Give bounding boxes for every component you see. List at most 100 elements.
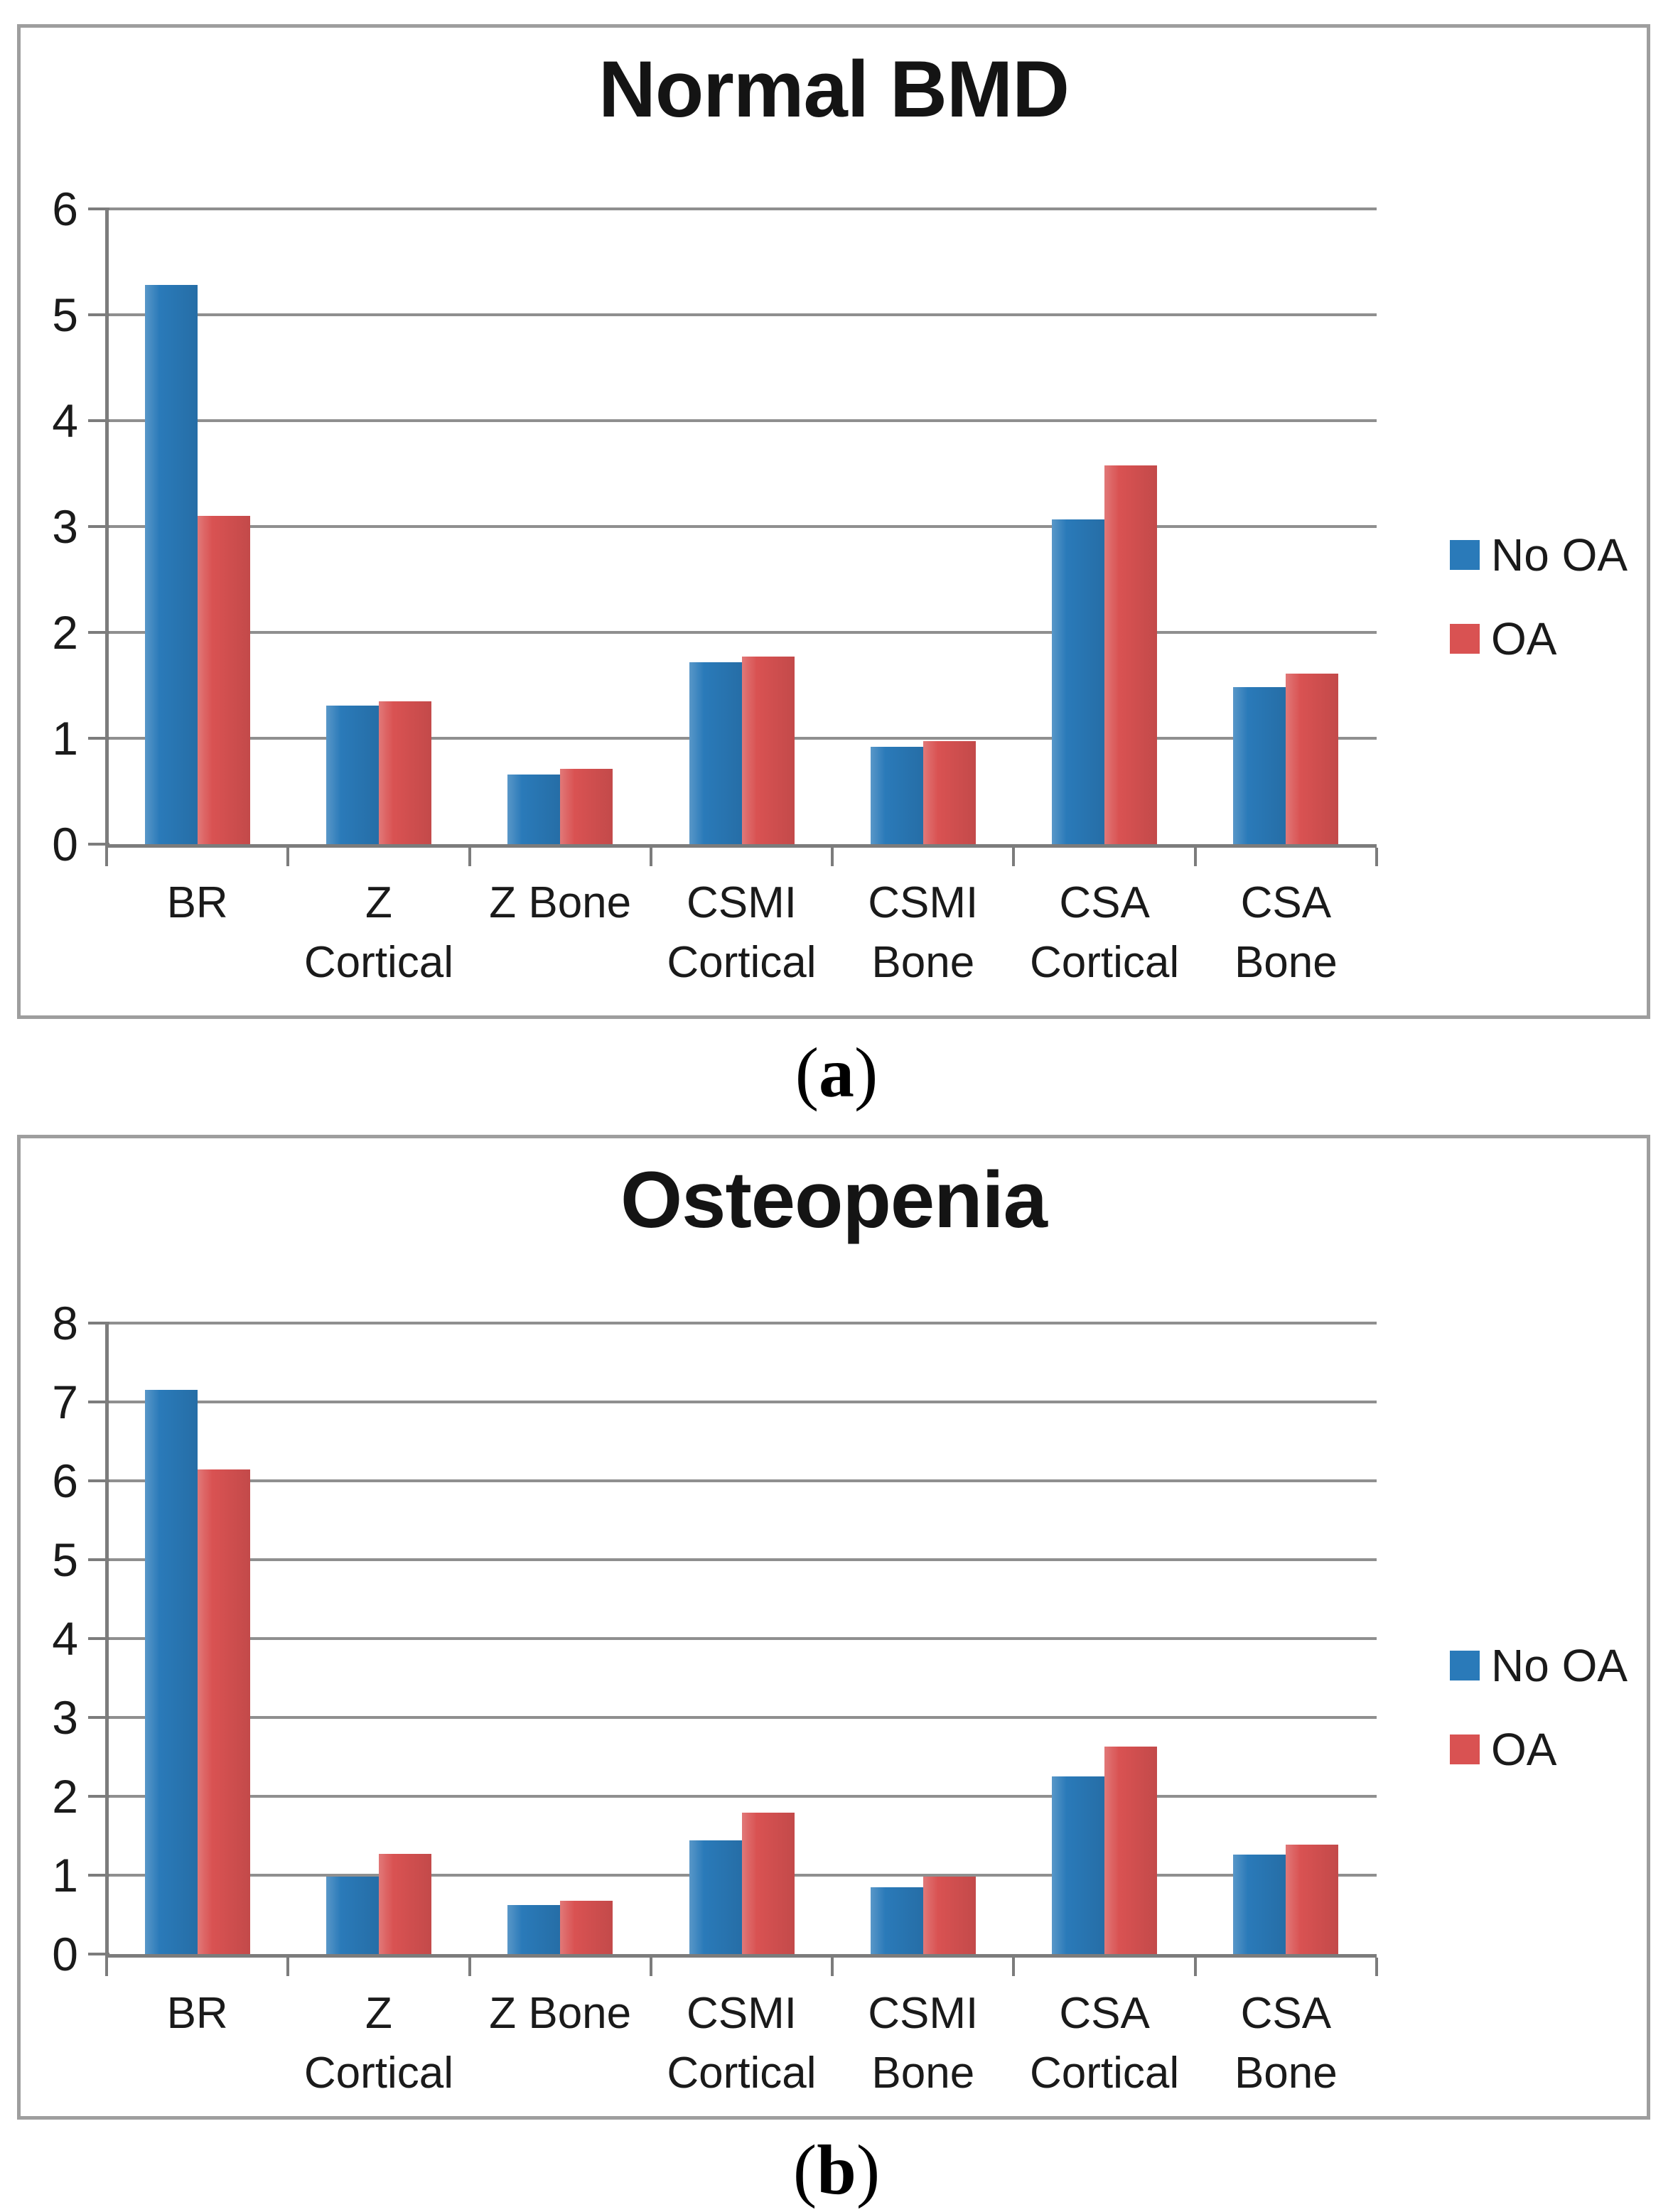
legend-label: OA	[1491, 1724, 1557, 1775]
chart-title: Normal BMD	[598, 45, 1070, 134]
gridline	[107, 525, 1377, 528]
x-axis-tick	[468, 1958, 471, 1976]
y-axis-tick	[88, 631, 109, 634]
x-category-label-line: Z Cortical	[303, 878, 453, 987]
y-axis-label: 6	[52, 183, 78, 235]
y-axis-tick	[88, 1637, 109, 1640]
x-axis-tick	[831, 1958, 834, 1976]
y-axis-tick	[88, 525, 109, 528]
legend-swatch-icon	[1450, 1734, 1480, 1764]
x-category-label-line: Cortical	[1029, 2049, 1180, 2098]
y-axis-tick	[88, 1716, 109, 1719]
bar-no-oa-csa-bone	[1233, 687, 1286, 844]
caption-letter: b	[817, 2130, 856, 2209]
gridline	[107, 1716, 1377, 1719]
caption-paren: (	[795, 1033, 819, 1112]
legend-label: No OA	[1491, 529, 1628, 581]
caption-paren: )	[854, 1033, 878, 1112]
bar-oa-z-bone	[560, 1900, 613, 1954]
y-axis-label: 2	[52, 1770, 78, 1823]
gridline	[107, 1558, 1377, 1561]
y-axis-tick	[88, 1953, 109, 1955]
bar-no-oa-z-cortical	[326, 1877, 379, 1954]
x-axis-tick	[286, 848, 290, 866]
x-axis-tick	[468, 848, 471, 866]
chart-title: Osteopenia	[620, 1155, 1048, 1244]
bar-oa-csmi-bone	[922, 1877, 976, 1954]
y-axis-label: 4	[52, 1612, 78, 1665]
y-axis-tick	[88, 419, 109, 422]
y-axis-tick	[88, 737, 109, 740]
bar-oa-br	[197, 1469, 250, 1954]
legend-swatch-icon	[1450, 540, 1480, 570]
bar-oa-csmi-cortical	[741, 657, 795, 844]
x-category-label-line: Z Bone	[489, 878, 632, 927]
gridline	[107, 1637, 1377, 1640]
x-category-label: BR	[107, 1984, 288, 2044]
gridline	[107, 1401, 1377, 1403]
figure-caption-b: (b)	[0, 2129, 1673, 2212]
gridline	[107, 313, 1377, 316]
x-axis-tick	[1012, 848, 1016, 866]
bar-no-oa-csa-cortical	[1052, 519, 1105, 844]
figure-caption-a: (a)	[0, 1032, 1673, 1138]
bar-no-oa-csmi-bone	[870, 1887, 923, 1954]
x-category-label-line: CSA Bone	[1234, 878, 1338, 987]
x-category-label: Z Cortical	[288, 873, 469, 993]
caption-letter: a	[819, 1033, 854, 1112]
y-axis	[105, 1322, 109, 1955]
y-axis-tick	[88, 1874, 109, 1877]
x-axis-tick	[649, 848, 652, 866]
x-axis-tick	[1375, 1958, 1378, 1976]
y-axis	[105, 207, 109, 846]
bar-no-oa-csa-cortical	[1052, 1776, 1105, 1954]
y-axis-label: 0	[52, 818, 78, 870]
legend-swatch-icon	[1450, 624, 1480, 654]
x-category-label-line: Z Bone	[489, 1989, 632, 2038]
bar-no-oa-z-cortical	[326, 705, 379, 844]
x-axis-tick	[1375, 848, 1378, 866]
x-axis-tick	[831, 848, 834, 866]
bar-oa-csa-bone	[1286, 1844, 1339, 1954]
y-axis-label: 7	[52, 1376, 78, 1428]
x-category-label-line: CSA Bone	[1234, 1989, 1338, 2098]
legend-label: No OA	[1491, 1640, 1628, 1691]
y-axis-tick	[88, 843, 109, 846]
x-category-label: CSMI Bone	[832, 1984, 1013, 2103]
bar-no-oa-csmi-cortical	[689, 1840, 742, 1954]
x-category-label-line: Bone	[871, 2049, 975, 2098]
x-axis	[105, 844, 1377, 848]
x-category-label: BR	[107, 873, 288, 933]
bar-no-oa-csmi-bone	[870, 746, 923, 844]
y-axis-tick	[88, 1479, 109, 1482]
legend-swatch-icon	[1450, 1651, 1480, 1680]
gridline	[107, 631, 1377, 634]
bar-oa-csa-cortical	[1104, 465, 1158, 844]
x-axis-tick	[649, 1958, 652, 1976]
x-category-label-line: CSMI	[686, 1989, 797, 2038]
y-axis-label: 4	[52, 394, 78, 447]
bar-no-oa-z-bone	[507, 774, 561, 844]
x-axis-tick	[1012, 1958, 1016, 1976]
x-category-label: Z Bone	[470, 873, 651, 933]
x-axis-tick	[1193, 1958, 1197, 1976]
bar-no-oa-csa-bone	[1233, 1855, 1286, 1954]
x-axis-tick	[286, 1958, 290, 1976]
y-axis-label: 5	[52, 1533, 78, 1586]
y-axis-tick	[88, 1558, 109, 1561]
bar-oa-z-cortical	[378, 1854, 431, 1954]
x-category-label-line: Z Cortical	[303, 1989, 453, 2098]
bar-oa-csmi-bone	[922, 741, 976, 844]
x-axis	[105, 1954, 1377, 1958]
bar-no-oa-csmi-cortical	[689, 662, 742, 844]
gridline	[107, 207, 1377, 210]
x-category-label: CSMI Bone	[832, 873, 1013, 993]
gridline	[107, 1479, 1377, 1482]
x-category-label: Z Bone	[470, 1984, 651, 2044]
y-axis-tick	[88, 1322, 109, 1324]
legend-item-oa: OA	[1450, 613, 1556, 665]
x-category-label-line: CSMI	[868, 878, 979, 927]
caption-paren: )	[856, 2130, 881, 2209]
x-category-label-line: Cortical	[667, 938, 817, 987]
